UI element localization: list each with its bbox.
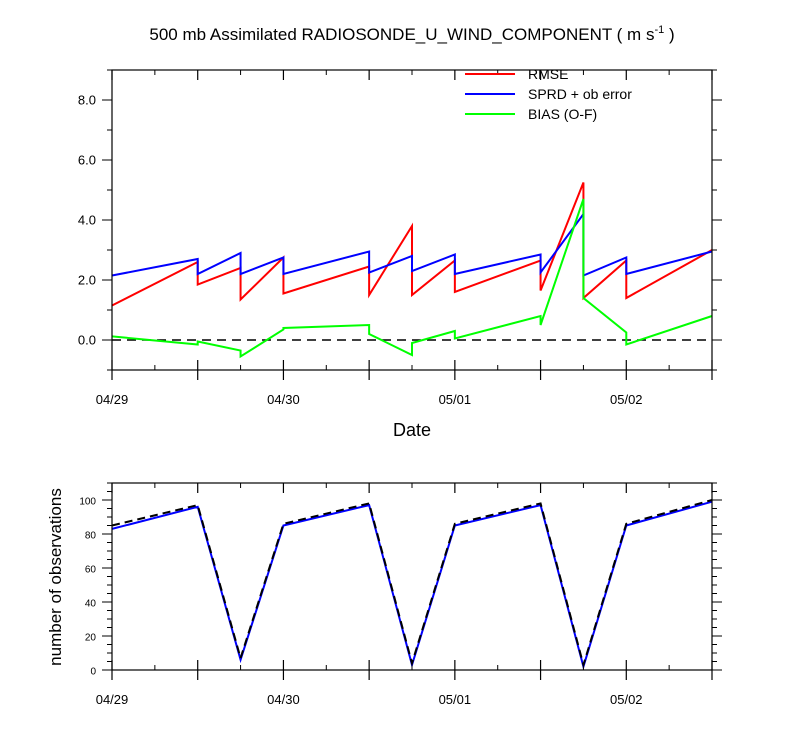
x-tick-label: 05/02 [610,692,643,707]
y-tick-label: 40 [85,599,97,610]
y-tick-label: 60 [85,565,97,576]
x-tick-label: 04/30 [267,392,300,407]
legend-label: BIAS (O-F) [528,106,597,122]
title-units-superscript: -1 [654,24,664,36]
series-line-bias-o-f [111,198,713,359]
y-tick-label: 8.0 [78,93,96,108]
chart-title: 500 mb Assimilated RADIOSONDE_U_WIND_COM… [149,24,674,44]
top-plot-frame [111,69,713,371]
y-tick-label: 0 [90,667,96,678]
series-line-observations-used [111,500,713,671]
y-tick-label: 4.0 [78,213,96,228]
bottom-chart: 04/29 04/30 05/01 05/02 0 20 40 60 80 100 number … [46,482,722,707]
y-tick-label: 6.0 [78,153,96,168]
y-tick-label: 100 [79,497,96,508]
x-tick-label: 04/29 [96,392,129,407]
y-tick-label: 2.0 [78,273,96,288]
top-legend: RMSE SPRD + ob error BIAS (O-F) [465,66,632,122]
top-x-axis-label: Date [393,420,431,440]
bottom-plot-frame [111,482,713,671]
y-tick-label: 20 [85,633,97,644]
x-tick-label: 04/30 [267,692,300,707]
x-tick-label: 05/02 [610,392,643,407]
legend-label: RMSE [528,66,568,82]
x-tick-label: 04/29 [96,692,129,707]
bottom-y-axis-label: number of observations [46,488,65,666]
legend-label: SPRD + ob error [528,86,632,102]
x-tick-label: 05/01 [439,692,472,707]
series-line-observations-possible [111,499,713,669]
y-tick-label: 0.0 [78,333,96,348]
x-tick-label: 05/01 [439,392,472,407]
series-line-rmse [111,182,713,307]
y-tick-label: 80 [85,531,97,542]
top-chart: 04/29 04/30 05/01 05/02 0.0 2.0 4.0 6.0 8.0 RMSE… [78,66,722,440]
